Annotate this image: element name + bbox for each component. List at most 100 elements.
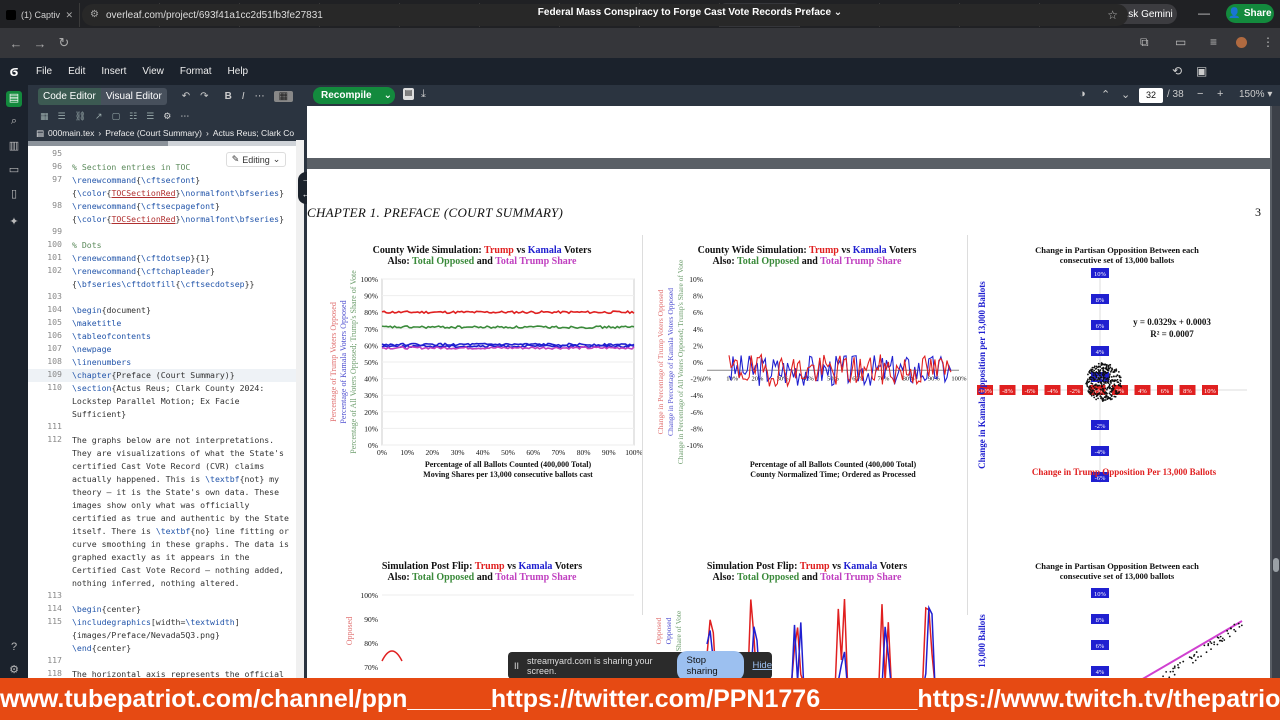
download-pdf-icon[interactable]: ⤓ [421, 88, 426, 100]
site-info-icon[interactable]: ⚙ [90, 9, 99, 20]
cast-icon[interactable]: ▭ [1175, 35, 1187, 49]
image-icon[interactable]: ▢ [111, 110, 121, 121]
integrations-icon[interactable]: ▥ [8, 140, 20, 152]
code-line[interactable]: 106 \tableofcontents [28, 330, 304, 343]
code-line[interactable]: 101 \renewcommand{\cftdotsep}{1} [28, 252, 304, 265]
forward-icon[interactable]: → [33, 35, 47, 51]
avatar[interactable] [1236, 37, 1247, 48]
code-line[interactable]: 104 \begin{document} [28, 304, 304, 317]
share-button[interactable]: 👤 Share [1226, 4, 1274, 23]
menu-item-insert[interactable]: Insert [101, 66, 127, 77]
page-number-input[interactable]: 32 [1139, 88, 1163, 103]
project-title[interactable]: Federal Mass Conspiracy to Forge Cast Vo… [537, 7, 843, 18]
overleaf-logo-icon[interactable]: ϭ [9, 63, 19, 80]
zoom-dropdown[interactable]: 150% ▾ [1239, 89, 1273, 100]
reload-icon[interactable]: ↻ [58, 35, 70, 50]
breadcrumb-file[interactable]: 000main.tex [48, 128, 95, 138]
ref-icon[interactable]: ↗ [95, 110, 103, 121]
extensions-icon[interactable]: ⧉ [1140, 35, 1149, 49]
code-line[interactable]: 118 The horizontal axis represents the of… [28, 668, 304, 678]
italic-button[interactable]: I [241, 90, 245, 102]
more-options-icon[interactable]: ⋯ [254, 90, 265, 102]
code-line[interactable]: 96 % Section entries in TOC [28, 161, 304, 174]
code-line[interactable]: 103 [28, 291, 304, 304]
numbered-list-icon[interactable]: ☰ [146, 110, 155, 121]
chevron-down-icon[interactable]: ⌄ [383, 90, 392, 101]
layout-icon[interactable]: ▣ [1196, 64, 1208, 78]
next-page-icon[interactable]: ⌄ [1121, 89, 1131, 101]
zoom-out-icon[interactable]: − [1197, 88, 1204, 100]
code-line[interactable]: 108 \linenumbers [28, 356, 304, 369]
code-line[interactable]: 114 \begin{center} [28, 603, 304, 616]
breadcrumb-chapter[interactable]: Preface (Court Summary) [105, 128, 203, 138]
code-line[interactable]: 117 [28, 655, 304, 668]
help-icon[interactable]: ? [10, 641, 18, 653]
chat-icon[interactable]: ▯ [10, 188, 18, 200]
review-icon[interactable]: ▭ [8, 164, 20, 176]
format-icon[interactable]: ▦ [273, 90, 294, 102]
back-icon[interactable]: ← [9, 35, 23, 51]
code-line[interactable]: 111 [28, 421, 304, 434]
scatter-point [1102, 378, 1105, 381]
breadcrumb-section[interactable]: Actus Reus; Clark Co [212, 128, 295, 138]
code-line[interactable]: 107 \newpage [28, 343, 304, 356]
code-editor-toggle[interactable]: Code Editor [38, 87, 101, 105]
tab-close-icon[interactable]: ✕ [65, 9, 73, 20]
editor-scrollbar[interactable] [296, 140, 304, 678]
list-icon[interactable]: ☷ [129, 110, 138, 121]
previous-page-icon[interactable]: ⌃ [1101, 89, 1111, 101]
pdf-scroll-thumb[interactable] [1273, 558, 1279, 572]
code-line[interactable]: 112 The graphs below are not interpretati… [28, 434, 304, 590]
menu-item-file[interactable]: File [36, 66, 53, 77]
code-line[interactable]: 109 \chapter{Preface (Court Summary)} [28, 369, 304, 382]
code-line[interactable]: 97 \renewcommand{\cftsecfont} {\color{TOC… [28, 174, 304, 200]
menu-item-help[interactable]: Help [227, 66, 249, 77]
recompile-button[interactable]: Recompile ⌄ [313, 87, 395, 104]
menu-item-view[interactable]: View [142, 66, 164, 77]
settings-icon[interactable]: ⚙ [9, 664, 19, 676]
visual-editor-toggle[interactable]: Visual Editor [100, 87, 167, 105]
breadcrumb-scrollbar[interactable] [28, 141, 304, 146]
bookmark-star-icon[interactable]: ☆ [1107, 8, 1118, 22]
code-line[interactable]: 102 \renewcommand{\cftchapleader} {\bfser… [28, 265, 304, 291]
code-line[interactable]: 115 \includegraphics[width=\textwidth] {i… [28, 616, 304, 642]
code-line[interactable]: 98 \renewcommand{\cftsecpagefont} {\color… [28, 200, 304, 226]
pdf-scrollbar[interactable] [1272, 106, 1280, 678]
editing-mode-dropdown[interactable]: ✎ Editing ⌄ [226, 152, 286, 167]
url-bar[interactable]: ⚙ overleaf.com/project/693f41a1cc2d51fb3… [82, 4, 1128, 26]
menu-item-format[interactable]: Format [179, 66, 212, 77]
insert-figure-icon[interactable]: ▦ [40, 110, 49, 121]
link-icon[interactable]: ⛓ [74, 110, 87, 121]
code-line[interactable]: 113 [28, 590, 304, 603]
table-icon[interactable]: ☰ [57, 110, 66, 121]
browser-menu-icon[interactable]: ⋮ [1262, 35, 1274, 49]
code-line[interactable]: 105 \maketitle [28, 317, 304, 330]
code-line[interactable]: 110 \section{Actus Reus; Clark County 202… [28, 382, 304, 421]
code-line[interactable]: 100 % Dots [28, 239, 304, 252]
stop-sharing-button[interactable]: Stop sharing [676, 650, 745, 681]
browser-tab[interactable]: (1) Captiv ✕ [0, 3, 80, 27]
ai-assist-icon[interactable]: ✦ [9, 216, 19, 228]
bold-button[interactable]: B [224, 90, 232, 102]
code-line[interactable]: 99 [28, 226, 304, 239]
more-icon[interactable]: ⋯ [180, 110, 190, 121]
menu-item-edit[interactable]: Edit [68, 66, 86, 77]
media-icon[interactable]: ≡ [1210, 35, 1218, 49]
history-icon[interactable]: ⟲ [1172, 64, 1183, 78]
search-icon[interactable]: ⌕ [10, 115, 18, 127]
zoom-in-icon[interactable]: + [1217, 88, 1224, 100]
logs-icon[interactable]: ▤ [403, 88, 414, 100]
pdf-viewer[interactable]: CHAPTER 1. PREFACE (COURT SUMMARY) 3 Cou… [307, 106, 1280, 678]
code-area[interactable]: 95 96 % Section entries in TOC 97 \renewcomm… [28, 146, 304, 678]
scatter-point [1162, 675, 1164, 678]
hide-button[interactable]: Hide [752, 660, 772, 671]
pane-divider[interactable] [304, 85, 307, 678]
minimize-icon[interactable]: — [1198, 6, 1210, 20]
gear-icon[interactable]: ⚙ [163, 110, 172, 121]
undo-icon[interactable]: ↶ [181, 90, 191, 102]
contrast-icon[interactable]: ◑ [1079, 88, 1086, 100]
redo-icon[interactable]: ↷ [200, 90, 209, 102]
file-tree-icon[interactable]: ▤ [6, 91, 22, 107]
code-line[interactable]: \end{center} [28, 642, 304, 655]
code-line[interactable]: 95 [28, 148, 304, 161]
